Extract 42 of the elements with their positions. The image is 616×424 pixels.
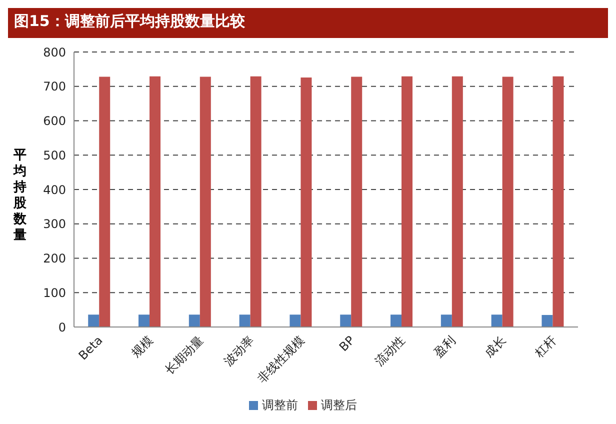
- y-tick-label: 200: [43, 252, 66, 266]
- bar: [390, 314, 402, 327]
- x-tick-label: 成长: [482, 333, 509, 360]
- legend-label: 调整后: [321, 398, 357, 412]
- bar: [290, 314, 301, 327]
- y-tick-label: 0: [58, 320, 66, 334]
- bar: [351, 76, 362, 327]
- y-tick-label: 700: [43, 80, 66, 94]
- legend-label: 调整前: [262, 398, 298, 412]
- bar: [150, 76, 161, 327]
- bar: [542, 314, 553, 327]
- y-tick-label: 500: [43, 148, 66, 162]
- bar: [200, 76, 211, 327]
- y-tick-label: 300: [43, 217, 66, 232]
- y-tick-label: 600: [43, 114, 66, 128]
- bar: [239, 314, 250, 327]
- bar: [300, 77, 312, 327]
- chart-title: 图15：调整前后平均持股数量比较: [8, 8, 608, 38]
- bar: [188, 314, 200, 327]
- y-tick-label: 800: [43, 45, 66, 60]
- bar: [491, 314, 502, 327]
- y-tick-label: 400: [43, 182, 66, 197]
- bar: [402, 76, 413, 327]
- bar: [340, 314, 352, 327]
- bar: [552, 76, 564, 327]
- y-axis-title: 平均持股数量: [12, 148, 28, 244]
- bar: [138, 314, 150, 327]
- x-tick-label: 规模: [128, 333, 156, 360]
- bar: [440, 314, 452, 327]
- x-tick-label: 盈利: [431, 333, 458, 360]
- bar: [250, 76, 262, 327]
- bar: [452, 76, 463, 327]
- y-tick-label: 100: [43, 286, 66, 300]
- bar: [88, 314, 100, 327]
- x-tick-label: 波动率: [221, 333, 257, 369]
- x-tick-label: 长期动量: [162, 333, 206, 378]
- x-tick-label: 非线性规模: [254, 333, 307, 386]
- x-tick-label: BP: [336, 333, 358, 354]
- bar: [502, 76, 514, 327]
- x-tick-label: 流动性: [372, 333, 408, 369]
- bar: [99, 76, 110, 327]
- x-tick-label: 杠杆: [531, 333, 559, 361]
